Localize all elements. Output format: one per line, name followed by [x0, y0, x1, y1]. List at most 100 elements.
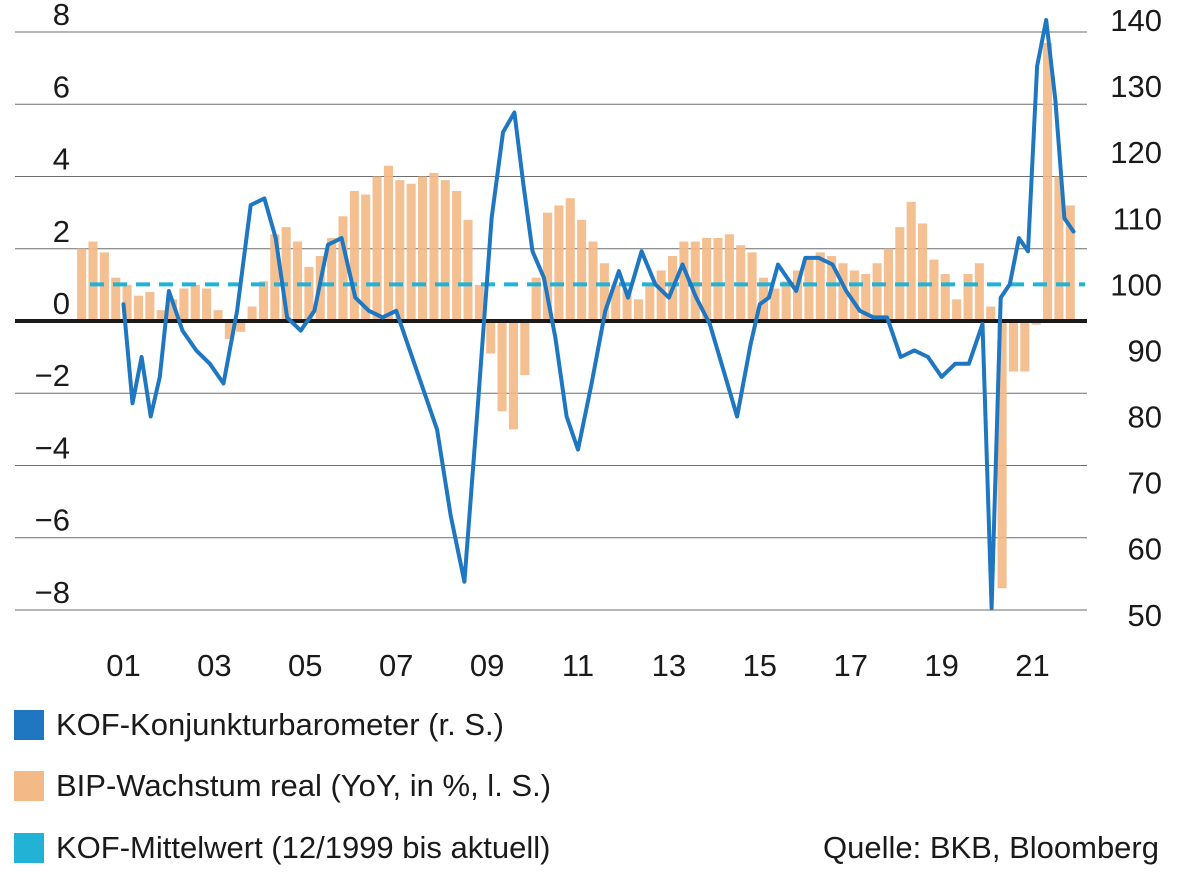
gdp-bar: [577, 219, 587, 321]
kof-point: [999, 295, 1003, 300]
legend-label-mean: KOF-Mittelwert (12/1999 bis aktuell): [56, 830, 551, 865]
gdp-bar: [145, 292, 155, 321]
kof-point: [530, 249, 535, 253]
gdp-bar: [781, 281, 791, 321]
gdp-bar: [383, 165, 393, 321]
x-tick-label: 21: [1015, 648, 1049, 683]
gdp-bar: [429, 172, 439, 321]
gdp-bar: [679, 241, 689, 321]
gdp-bar: [793, 270, 803, 321]
kof-point: [421, 388, 426, 392]
gdp-bar: [804, 259, 814, 321]
kof-point: [1053, 97, 1057, 101]
gdp-bar: [474, 284, 484, 321]
kof-point: [367, 309, 371, 313]
kof-point: [1044, 18, 1048, 22]
kof-point: [708, 322, 712, 326]
x-tick-label: 07: [379, 648, 413, 683]
gdp-bar: [747, 252, 757, 321]
left-tick-label: 2: [53, 214, 70, 249]
kof-point: [553, 335, 557, 339]
kof-point: [830, 262, 835, 267]
gdp-bar: [338, 216, 348, 321]
gdp-bar: [963, 274, 973, 321]
kof-point: [844, 289, 848, 293]
gdp-bar: [883, 248, 893, 321]
left-tick-label: 8: [53, 0, 70, 32]
gdp-bar: [452, 190, 462, 321]
gdp-bar: [713, 237, 723, 321]
kof-point: [953, 362, 957, 366]
kof-point: [758, 302, 762, 306]
kof-point: [180, 329, 185, 333]
legend-item-gdp: BIP-Wachstum real (YoY, in %, l. S.): [14, 768, 551, 804]
kof-point: [149, 414, 153, 419]
x-tick-label: 19: [924, 648, 958, 683]
gdp-bar: [497, 321, 507, 412]
gdp-bar: [588, 241, 598, 321]
kof-point: [299, 329, 303, 333]
gdp-bar: [247, 306, 257, 321]
gdp-bar: [986, 306, 996, 321]
kof-point: [130, 401, 135, 405]
x-tick-label: 13: [652, 648, 686, 683]
gdp-bar: [349, 190, 359, 321]
kof-point: [565, 414, 569, 419]
kof-point: [208, 362, 212, 366]
kof-point: [501, 130, 505, 134]
kof-point: [326, 243, 330, 247]
kof-point: [235, 309, 239, 313]
kof-point: [1017, 236, 1021, 240]
gdp-bar: [179, 288, 189, 321]
gdp-bar: [531, 277, 541, 321]
gdp-bar: [122, 284, 132, 321]
kof-point: [735, 414, 739, 419]
kof-point: [640, 249, 644, 253]
gdp-bar: [372, 176, 382, 321]
gdp-bar: [611, 284, 621, 321]
x-tick-label: 05: [288, 648, 322, 683]
kof-point: [462, 580, 466, 584]
gdp-bar: [202, 288, 212, 321]
kof-point: [899, 355, 903, 359]
gdp-bar: [1020, 321, 1030, 372]
gdp-bar: [543, 212, 553, 321]
kof-point: [767, 295, 771, 300]
legend-label-kof: KOF-Konjunkturbarometer (r. S.): [56, 707, 504, 742]
right-axis-ticks: 140 130 120 110 100 90 80 70 60 50: [1110, 3, 1162, 633]
kof-point: [785, 276, 789, 280]
kof-point: [871, 315, 876, 319]
kof-point: [858, 309, 862, 313]
x-tick-label: 09: [470, 648, 504, 683]
kof-point: [590, 381, 594, 386]
kof-point: [194, 348, 198, 353]
gdp-bar: [633, 299, 643, 321]
kof-point: [626, 295, 630, 300]
right-tick-label: 90: [1128, 333, 1162, 368]
gdp-bar: [293, 241, 303, 321]
left-tick-label: 4: [53, 142, 70, 177]
kof-point: [521, 183, 526, 187]
right-tick-label: 120: [1110, 135, 1162, 170]
gdp-bar: [929, 259, 939, 321]
kof-point: [476, 401, 480, 405]
kof-point: [394, 309, 398, 313]
kof-point: [603, 309, 607, 313]
gdp-bar: [827, 255, 837, 321]
legend-swatch-kof: [14, 710, 44, 740]
kof-point: [262, 196, 266, 201]
gdp-bar: [1065, 205, 1075, 321]
gdp-bar: [770, 288, 780, 321]
gdp-bar: [565, 198, 575, 321]
kof-point: [1035, 64, 1039, 68]
kof-point: [576, 447, 580, 452]
gdp-bar: [849, 270, 859, 321]
left-tick-label: −8: [35, 575, 70, 610]
gdp-bar: [520, 321, 530, 376]
kof-point: [353, 295, 357, 300]
kof-point: [449, 514, 453, 518]
kof-point: [167, 289, 171, 293]
gdp-bar: [463, 219, 473, 321]
gdp-bar: [224, 321, 234, 340]
kof-point: [980, 322, 985, 326]
